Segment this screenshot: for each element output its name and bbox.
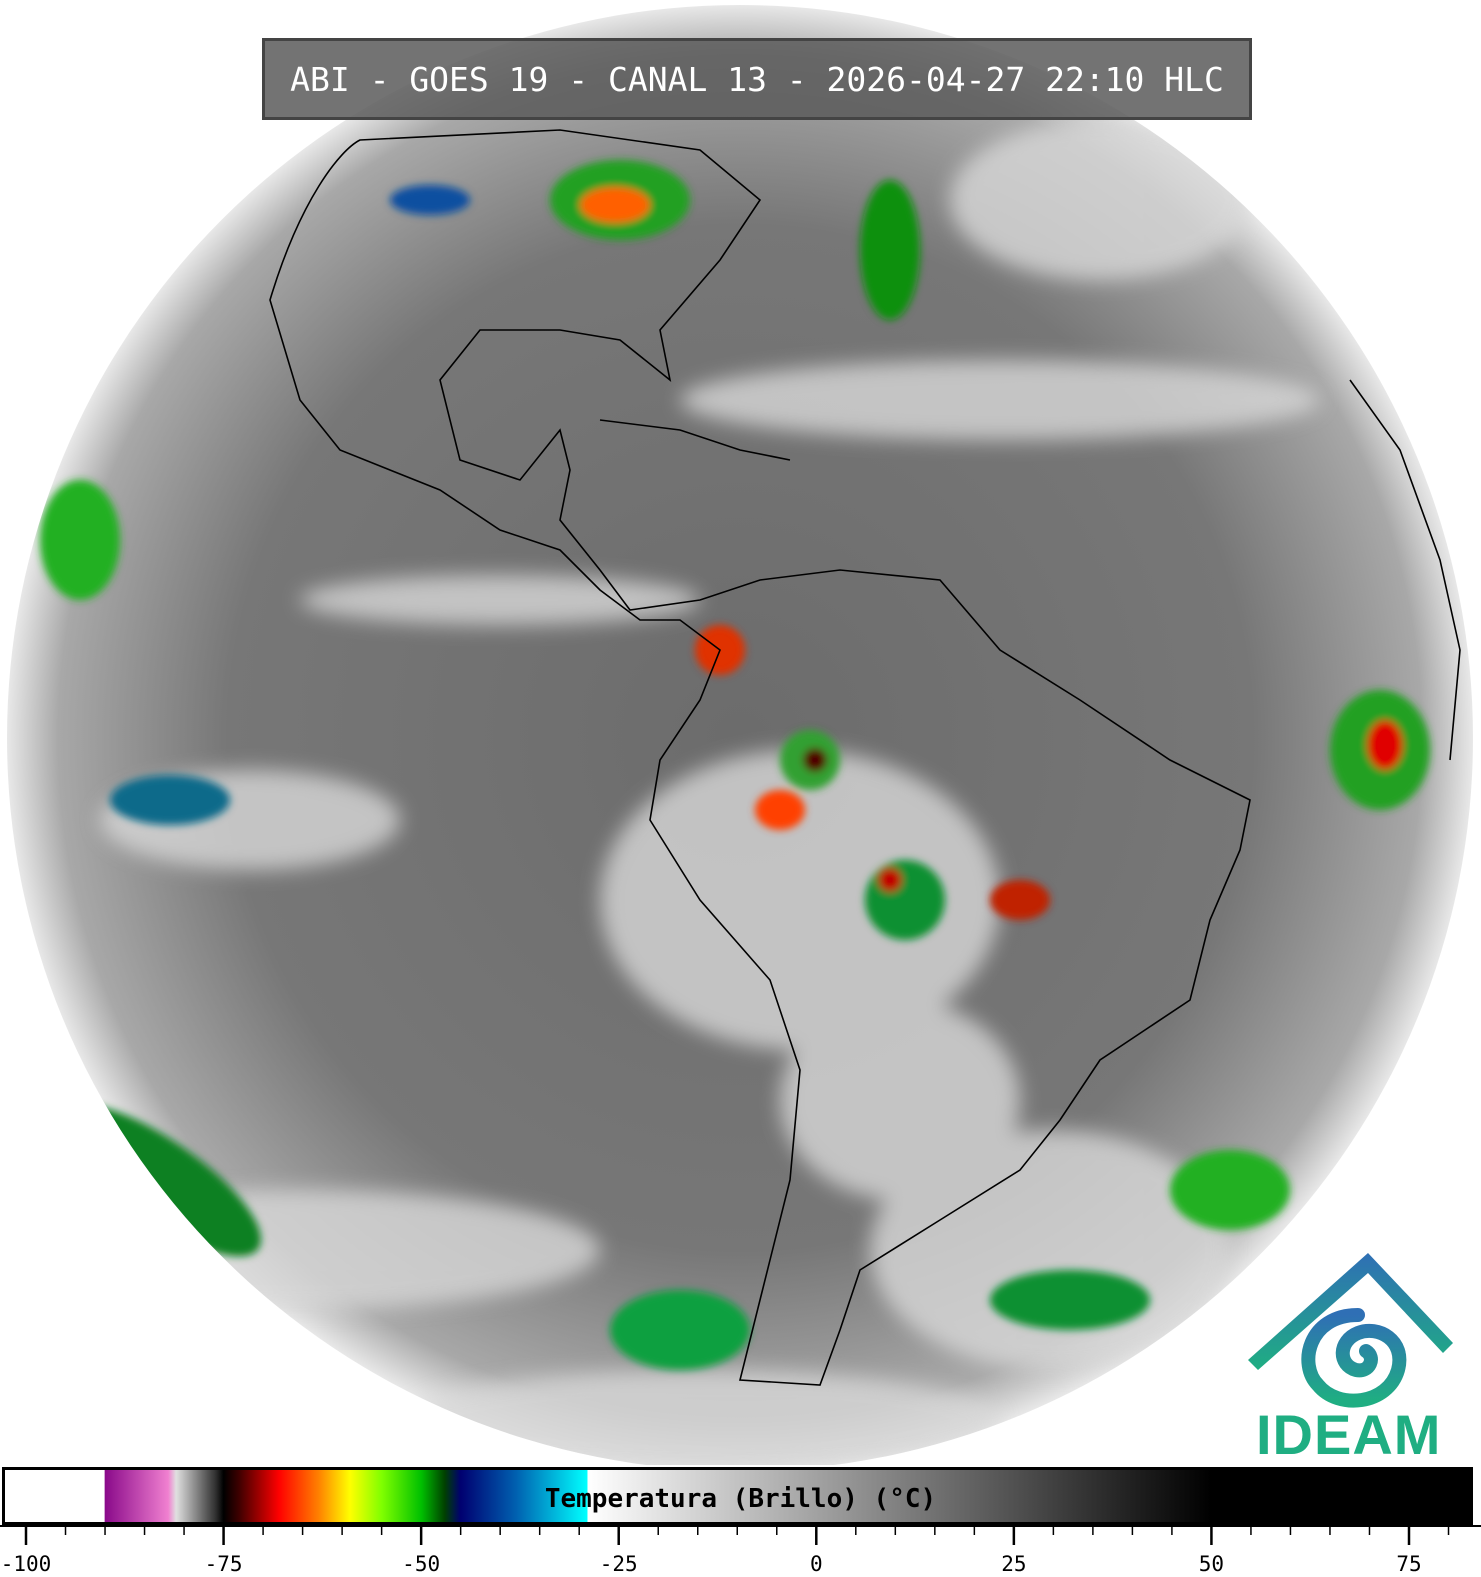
tick-label: -100 bbox=[1, 1552, 52, 1576]
tick-label: 50 bbox=[1199, 1552, 1224, 1576]
coastlines bbox=[269, 129, 1461, 1386]
satellite-globe-image bbox=[7, 5, 1473, 1465]
tick-label: -75 bbox=[205, 1552, 243, 1576]
ideam-logo-icon bbox=[1248, 1253, 1453, 1408]
colorbar-axis: -100 -75 -50 -25 0 25 50 75 bbox=[0, 1525, 1481, 1576]
tick-label: 75 bbox=[1396, 1552, 1421, 1576]
colorbar-label: Temperatura (Brillo) (°C) bbox=[544, 1484, 937, 1514]
tick-label: 0 bbox=[810, 1552, 823, 1576]
image-title: ABI - GOES 19 - CANAL 13 - 2026-04-27 22… bbox=[290, 59, 1224, 99]
image-title-banner: ABI - GOES 19 - CANAL 13 - 2026-04-27 22… bbox=[262, 38, 1252, 120]
tick-label: -50 bbox=[402, 1552, 440, 1576]
temperature-colorbar bbox=[2, 1467, 1473, 1525]
tick-label: -25 bbox=[600, 1552, 638, 1576]
ideam-logo-text: IDEAM bbox=[1256, 1403, 1442, 1466]
tick-label: 25 bbox=[1001, 1552, 1026, 1576]
cloud-layer bbox=[7, 120, 1430, 1465]
